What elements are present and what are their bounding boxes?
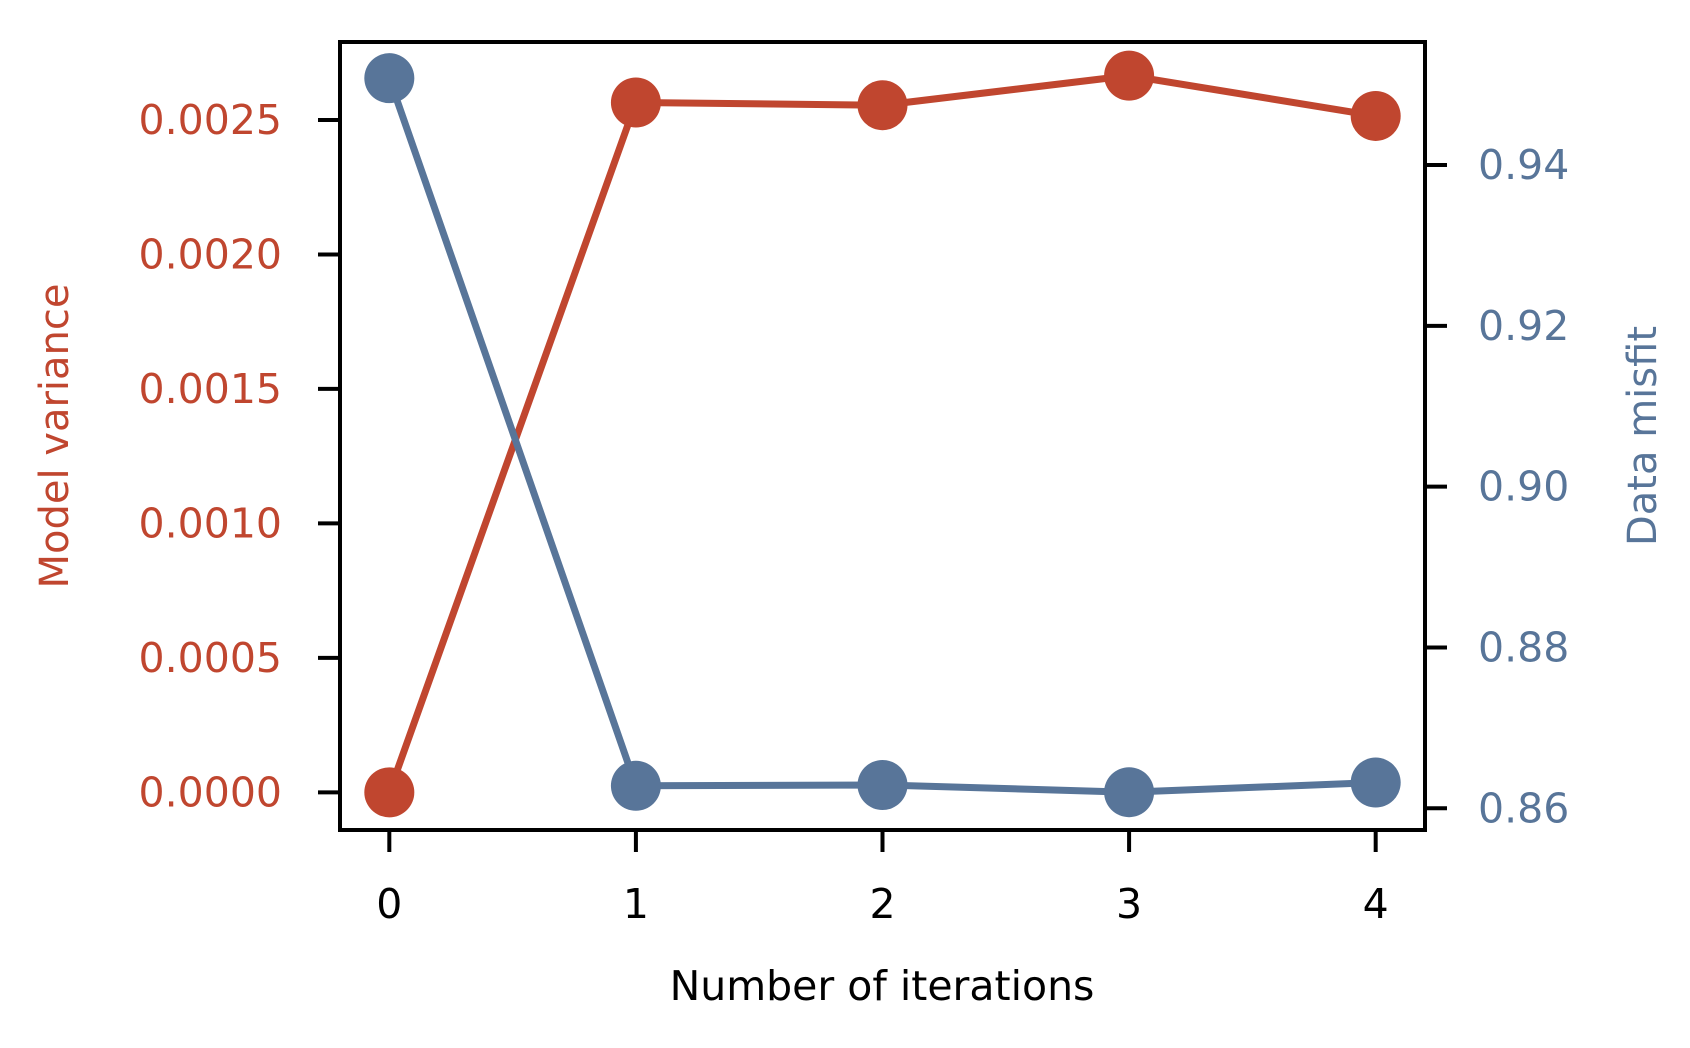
y-right-axis-label: Data misfit <box>1620 326 1666 546</box>
y-right-tick-label: 0.92 <box>1478 302 1569 350</box>
data-misfit-point <box>857 759 908 810</box>
model-variance-point <box>610 77 661 128</box>
model-variance-point <box>857 80 908 131</box>
x-tick-label: 4 <box>1363 880 1389 928</box>
y-left-tick-label: 0.0025 <box>139 96 282 144</box>
y-right-tick-label: 0.86 <box>1478 784 1569 832</box>
model-variance-point <box>364 767 415 818</box>
y-left-tick-label: 0.0010 <box>139 499 282 547</box>
y-left-tick-label: 0.0020 <box>139 230 282 278</box>
y-left-axis-label: Model variance <box>32 283 78 588</box>
x-tick-label: 0 <box>376 880 402 928</box>
x-tick-label: 1 <box>623 880 649 928</box>
x-axis-label: Number of iterations <box>670 962 1095 1010</box>
y-right-tick-label: 0.94 <box>1478 141 1569 189</box>
axes: 0 1 2 3 4 0.0000 0.0005 0.0010 0.0015 0.0020 0.002… <box>139 96 1570 928</box>
data-misfit-point <box>610 760 661 811</box>
model-variance-point <box>1104 50 1155 101</box>
y-left-tick-label: 0.0005 <box>139 634 282 682</box>
y-right-tick-label: 0.90 <box>1478 463 1569 511</box>
data-misfit-point <box>1350 757 1401 808</box>
plot-frame <box>338 40 1427 832</box>
y-left-tick-label: 0.0000 <box>139 768 282 816</box>
y-left-tick-label: 0.0015 <box>139 365 282 413</box>
data-misfit-line <box>386 77 1376 796</box>
plot-marks <box>364 50 1401 818</box>
y-right-tick-label: 0.88 <box>1478 623 1569 671</box>
x-tick-label: 2 <box>869 880 895 928</box>
model-variance-line <box>386 72 1377 794</box>
data-misfit-point <box>364 53 415 104</box>
model-variance-point <box>1350 90 1401 141</box>
data-misfit-point <box>1104 767 1155 818</box>
x-tick-label: 3 <box>1116 880 1142 928</box>
